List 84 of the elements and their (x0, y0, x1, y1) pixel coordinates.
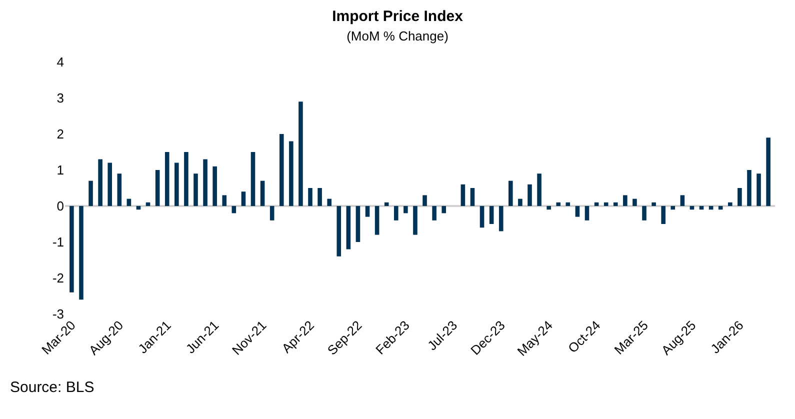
bar (404, 206, 408, 214)
bar (470, 188, 475, 206)
bar (756, 174, 761, 206)
bar (79, 206, 84, 300)
bar (432, 206, 436, 220)
bar (374, 206, 380, 235)
bar (194, 174, 198, 206)
bar (738, 188, 742, 206)
bar (652, 202, 656, 206)
bar (146, 202, 150, 206)
bar (632, 198, 637, 206)
bar (460, 184, 466, 206)
bar (575, 206, 580, 217)
y-tick-label: 3 (56, 90, 64, 106)
bar (136, 206, 141, 210)
bar (356, 206, 360, 242)
bar (298, 102, 303, 206)
bar (718, 206, 723, 210)
bar (546, 206, 551, 210)
bar (413, 206, 418, 235)
bar (70, 206, 74, 292)
bar (642, 206, 646, 220)
chart-subtitle: (MoM % Change) (346, 28, 448, 44)
bar (613, 202, 618, 206)
bar (537, 174, 542, 206)
bar (422, 195, 427, 206)
bar (289, 141, 294, 206)
bar (584, 206, 590, 220)
bar (394, 206, 398, 220)
bar (623, 195, 628, 206)
source-note: Source: BLS (10, 379, 94, 396)
bar (308, 188, 312, 206)
bar (708, 206, 714, 210)
bar (279, 134, 284, 206)
bar (480, 206, 484, 228)
y-tick-label: 1 (56, 162, 64, 178)
bar (241, 192, 246, 206)
bar (126, 198, 132, 206)
bar (232, 206, 236, 214)
bar (117, 174, 122, 206)
y-tick-label: 2 (56, 126, 64, 142)
bar (164, 152, 170, 206)
bar (566, 202, 570, 206)
bar (604, 202, 608, 206)
bar (212, 166, 217, 206)
bar (680, 195, 685, 206)
bar (498, 206, 504, 232)
bar (528, 184, 532, 206)
bar (98, 159, 102, 206)
bar (661, 206, 666, 224)
bar (203, 159, 208, 206)
bar (346, 206, 351, 250)
bar (222, 195, 227, 206)
bar (766, 138, 770, 206)
y-tick-label: -3 (52, 306, 64, 322)
chart-title: Import Price Index (332, 8, 464, 25)
bar (556, 202, 561, 206)
bar (184, 152, 188, 206)
bar (728, 202, 732, 206)
bar (594, 202, 599, 206)
bar (518, 198, 522, 206)
bar (442, 206, 446, 214)
bar (489, 206, 494, 224)
y-tick-label: 0 (56, 198, 64, 214)
bar (699, 206, 704, 210)
bar (747, 170, 752, 206)
bar (88, 180, 93, 206)
bar (155, 170, 160, 206)
bar (670, 206, 676, 210)
y-tick-label: -2 (52, 270, 64, 286)
bar (384, 202, 389, 206)
bar (508, 180, 513, 206)
bar (336, 206, 342, 256)
bar (174, 162, 179, 206)
bar (250, 152, 256, 206)
bar (690, 206, 694, 210)
y-tick-label: -1 (52, 234, 64, 250)
bar (327, 198, 332, 206)
bar (270, 206, 274, 220)
y-tick-label: 4 (56, 54, 64, 70)
bar (318, 188, 322, 206)
bar (108, 162, 112, 206)
bar (365, 206, 370, 217)
bar (260, 180, 265, 206)
